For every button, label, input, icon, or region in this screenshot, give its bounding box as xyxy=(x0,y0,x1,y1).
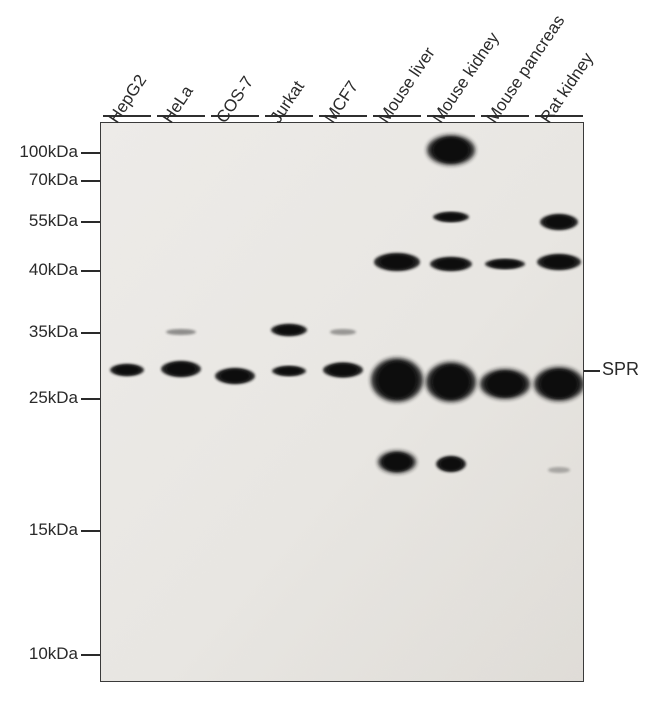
mw-tick xyxy=(81,221,100,223)
lane-label: MCF7 xyxy=(320,77,362,127)
lane-label: Jurkat xyxy=(266,77,308,127)
mw-label: 70kDa xyxy=(29,170,78,190)
blot-border xyxy=(100,122,584,682)
mw-tick xyxy=(81,398,100,400)
mw-tick xyxy=(81,654,100,656)
mw-label: 55kDa xyxy=(29,211,78,231)
mw-label: 25kDa xyxy=(29,388,78,408)
mw-tick xyxy=(81,152,100,154)
mw-tick xyxy=(81,270,100,272)
mw-label: 15kDa xyxy=(29,520,78,540)
mw-tick xyxy=(81,332,100,334)
mw-tick xyxy=(81,530,100,532)
mw-label: 40kDa xyxy=(29,260,78,280)
mw-label: 100kDa xyxy=(19,142,78,162)
lane-label: COS-7 xyxy=(212,73,258,127)
mw-label: 35kDa xyxy=(29,322,78,342)
target-tick xyxy=(584,370,600,372)
lane-label: HeLa xyxy=(158,82,197,127)
lane-label: HepG2 xyxy=(104,71,151,127)
western-blot-figure: { "figure": { "type": "western-blot", "w… xyxy=(0,0,650,702)
mw-label: 10kDa xyxy=(29,644,78,664)
target-label: SPR xyxy=(602,359,639,380)
mw-tick xyxy=(81,180,100,182)
